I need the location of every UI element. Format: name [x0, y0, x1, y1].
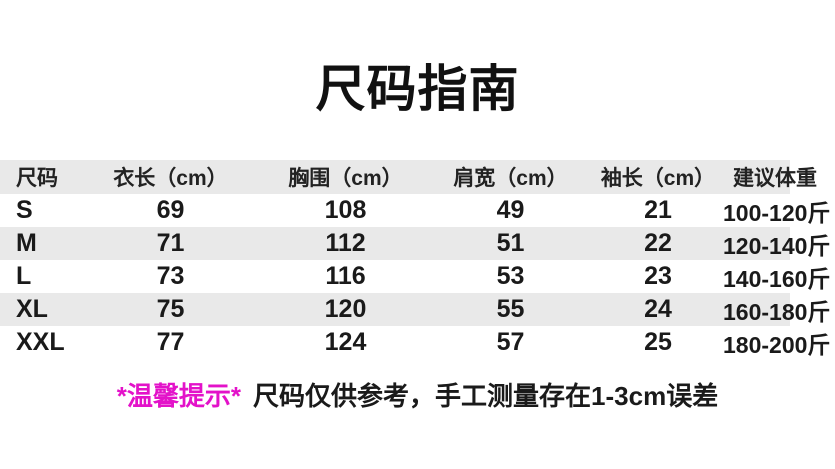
cell-length: 77	[156, 328, 185, 356]
table-row-l: L 73 116 53 23 140-160斤	[0, 260, 835, 293]
cell-size: XXL	[16, 328, 65, 356]
cell-sleeve: 25	[644, 328, 672, 356]
cell-sleeve: 21	[644, 196, 672, 224]
cell-sleeve: 24	[644, 295, 672, 323]
cell-shoulder: 49	[496, 196, 525, 224]
footer-note: *温馨提示* 尺码仅供参考，手工测量存在1-3cm误差	[0, 376, 835, 413]
cell-size: S	[16, 196, 33, 224]
cell-chest: 120	[324, 295, 367, 323]
col-header-chest: 胸围（cm）	[288, 167, 403, 190]
cell-sleeve: 22	[644, 229, 672, 257]
cell-shoulder: 53	[496, 262, 525, 290]
cell-length: 75	[156, 295, 185, 323]
col-header-size: 尺码	[16, 167, 58, 190]
cell-size: L	[16, 262, 32, 290]
cell-length: 69	[156, 196, 185, 224]
note-highlight: *温馨提示*	[116, 381, 242, 411]
cell-chest: 108	[324, 196, 367, 224]
cell-shoulder: 55	[496, 295, 525, 323]
cell-chest: 124	[324, 328, 367, 356]
cell-chest: 112	[325, 229, 366, 257]
cell-sleeve: 23	[644, 262, 672, 290]
table-row-s: S 69 108 49 21 100-120斤	[0, 194, 835, 227]
col-header-shoulder: 肩宽（cm）	[453, 167, 568, 190]
col-header-weight: 建议体重	[733, 167, 817, 190]
table-row-xl: XL 75 120 55 24 160-180斤	[0, 293, 835, 326]
table-header-row: 尺码 衣长（cm） 胸围（cm） 肩宽（cm） 袖长（cm） 建议体重	[0, 160, 835, 194]
page-title: 尺码指南	[315, 61, 520, 117]
cell-shoulder: 51	[496, 229, 525, 257]
cell-length: 71	[156, 229, 185, 257]
cell-shoulder: 57	[496, 328, 525, 356]
cell-weight: 100-120斤	[723, 199, 831, 226]
cell-chest: 116	[325, 262, 366, 290]
note-text: 尺码仅供参考，手工测量存在1-3cm误差	[253, 381, 719, 411]
cell-weight: 180-200斤	[723, 331, 831, 358]
cell-size: XL	[16, 295, 48, 323]
cell-weight: 140-160斤	[723, 265, 831, 292]
col-header-sleeve: 袖长（cm）	[600, 167, 716, 190]
table-row-xxl: XXL 77 124 57 25 180-200斤	[0, 326, 835, 359]
cell-weight: 120-140斤	[723, 232, 831, 259]
cell-size: M	[16, 229, 37, 257]
size-table: 尺码 衣长（cm） 胸围（cm） 肩宽（cm） 袖长（cm） 建议体重 S 69…	[0, 160, 835, 359]
cell-weight: 160-180斤	[723, 298, 831, 325]
col-header-length: 衣长（cm）	[113, 167, 228, 190]
cell-length: 73	[156, 262, 185, 290]
table-row-m: M 71 112 51 22 120-140斤	[0, 227, 835, 260]
